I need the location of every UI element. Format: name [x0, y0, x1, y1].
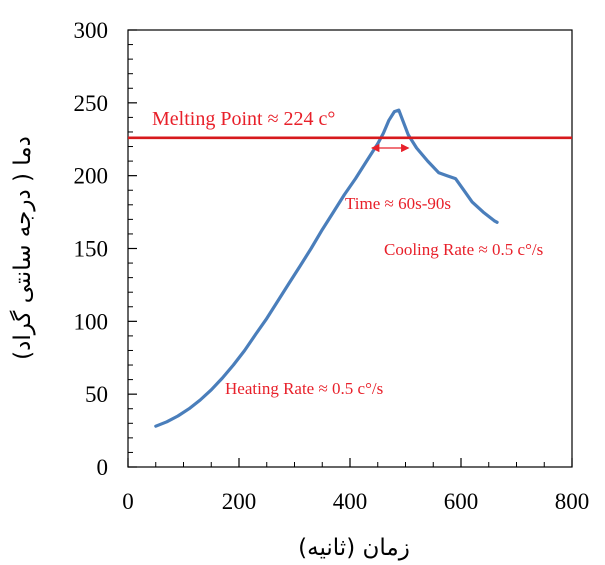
- x-tick-label: 0: [122, 489, 134, 514]
- x-tick-label: 400: [333, 489, 368, 514]
- y-tick-label: 0: [97, 455, 109, 480]
- x-tick-label: 800: [555, 489, 590, 514]
- y-tick-label: 50: [85, 382, 108, 407]
- x-tick-labels: 0 200 400 600 800: [122, 489, 589, 514]
- plot-area: 0 200 400 600 800 0 50 100 150 200 250 300: [74, 18, 590, 514]
- temperature-series-line: [154, 108, 499, 428]
- x-tick-label: 200: [222, 489, 257, 514]
- heating-rate-label: Heating Rate ≈ 0.5 c°/s: [225, 379, 383, 398]
- x-tick-label: 600: [444, 489, 479, 514]
- y-tick-label: 150: [74, 237, 109, 262]
- y-axis-title: دما ( درجه سانتی گراد): [9, 136, 36, 360]
- minor-ticks: [128, 44, 545, 467]
- y-tick-labels: 0 50 100 150 200 250 300: [74, 18, 109, 480]
- y-tick-label: 250: [74, 91, 109, 116]
- y-tick-label: 200: [74, 164, 109, 189]
- time-window-label: Time ≈ 60s-90s: [345, 194, 451, 213]
- y-tick-label: 100: [74, 309, 109, 334]
- cooling-rate-label: Cooling Rate ≈ 0.5 c°/s: [384, 240, 543, 259]
- major-ticks: [127, 29, 573, 468]
- y-tick-label: 300: [74, 18, 109, 43]
- melting-point-label: Melting Point ≈ 224 c°: [152, 108, 335, 130]
- x-axis-title: زمان (ثانیه): [298, 535, 410, 561]
